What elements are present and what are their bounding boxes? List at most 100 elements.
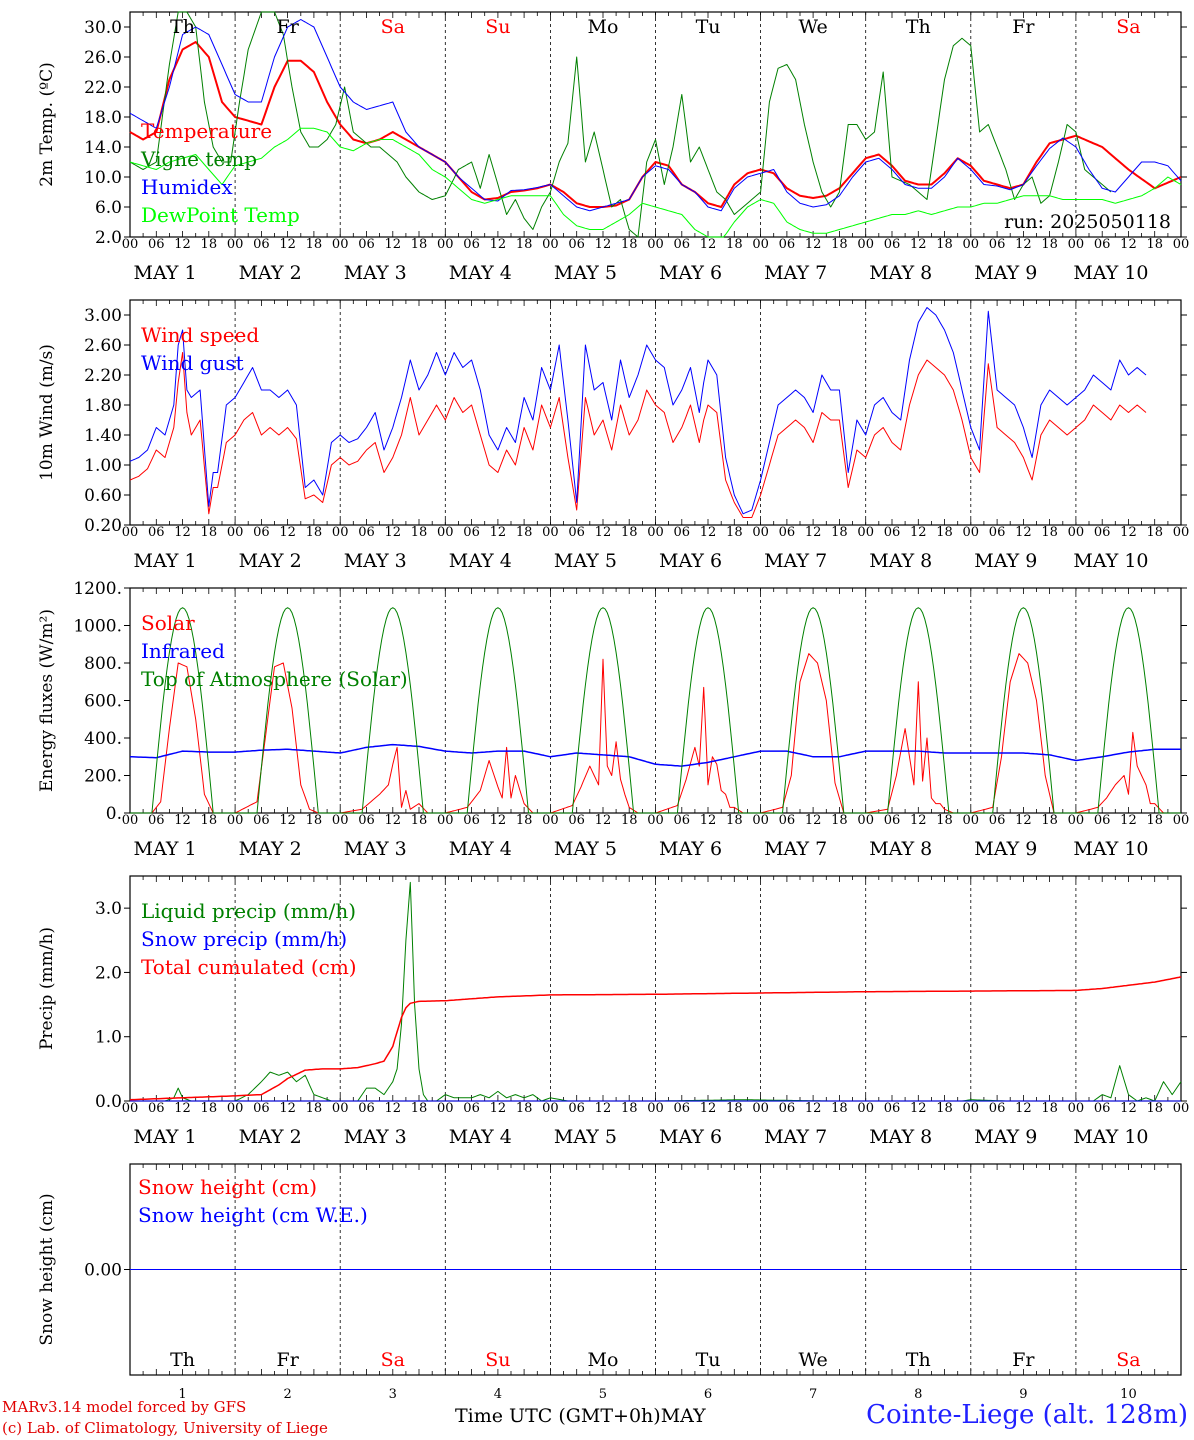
day-number-label: 1: [178, 1387, 186, 1402]
date-label: MAY 9: [974, 1126, 1037, 1148]
date-label: MAY 5: [554, 1126, 617, 1148]
hour-tick-label: 18: [936, 525, 953, 540]
hour-tick-label: 18: [306, 813, 323, 828]
day-number-label: 7: [809, 1387, 817, 1402]
legend-entry: Liquid precip (mm/h): [141, 899, 356, 923]
hour-tick-label: 00: [857, 1101, 874, 1116]
hour-tick-label: 12: [1120, 1101, 1137, 1116]
panel-snow: 0.00 Snow height (cm) Snow height (cm) Snow…: [37, 1163, 1187, 1376]
hour-tick-label: 12: [490, 237, 507, 252]
hour-tick-label: 12: [490, 525, 507, 540]
panel-wind: 0.20 0.60 1.00 1.40 1.80 2.20 2.60 3.00 10m Wind…: [37, 299, 1189, 572]
hour-tick-label: 00: [1068, 813, 1085, 828]
hour-tick-label: 00: [1068, 525, 1085, 540]
weekday-label: Th: [170, 1349, 195, 1371]
hour-tick-label: 18: [621, 813, 638, 828]
hour-tick-label: 00: [122, 1101, 139, 1116]
hour-tick-label: 06: [1094, 813, 1111, 828]
hour-tick-label: 12: [384, 237, 401, 252]
y-tick-label: 3.00: [84, 306, 122, 326]
hour-tick-label: 06: [568, 525, 585, 540]
hour-tick-label: 18: [516, 237, 533, 252]
y-tick-label: 18.0: [84, 108, 122, 128]
legend-entry: Temperature: [141, 119, 272, 143]
hour-tick-label: 12: [1015, 525, 1032, 540]
weekday-label: We: [799, 16, 828, 38]
date-label: MAY 5: [554, 550, 617, 572]
hour-tick-label: 06: [989, 525, 1006, 540]
date-label: MAY 7: [764, 1126, 827, 1148]
y-axis-label: Snow height (cm): [37, 1193, 57, 1345]
date-label: MAY 5: [554, 838, 617, 860]
hour-tick-label: 12: [279, 813, 296, 828]
hour-tick-label: 06: [568, 1101, 585, 1116]
hour-tick-label: 12: [279, 525, 296, 540]
hour-tick-label: 12: [700, 237, 717, 252]
legend-entry: Wind gust: [141, 351, 244, 375]
hour-tick-label: 00: [542, 237, 559, 252]
date-label: MAY 10: [1073, 262, 1148, 284]
hour-ticks: [129, 588, 1182, 813]
hour-tick-label: 12: [595, 813, 612, 828]
station-name: Cointe-Liege (alt. 128m): [866, 1400, 1188, 1430]
weekday-label: We: [799, 1349, 828, 1371]
hour-tick-label: 00: [963, 1101, 980, 1116]
y-axis-label: Precip (mm/h): [37, 927, 57, 1050]
hour-tick-label: 12: [490, 1101, 507, 1116]
hour-tick-label: 12: [279, 237, 296, 252]
hour-tick-label: 12: [384, 813, 401, 828]
hour-tick-label: 00: [647, 525, 664, 540]
date-label: MAY 7: [764, 262, 827, 284]
y-axis-label: 2m Temp. (ºC): [37, 62, 57, 187]
day-number-label: 6: [704, 1387, 712, 1402]
hour-tick-label: 06: [358, 237, 375, 252]
hour-tick-label: 12: [700, 525, 717, 540]
hour-tick-label: 06: [253, 525, 270, 540]
series-vigne-temp: [129, 11, 1112, 238]
weekday-label: Fr: [1012, 16, 1035, 38]
hour-tick-label: 18: [831, 1101, 848, 1116]
hour-tick-label: 00: [227, 1101, 244, 1116]
hour-tick-label: 18: [831, 237, 848, 252]
hour-tick-label: 18: [411, 813, 428, 828]
date-label: MAY 6: [659, 838, 722, 860]
hour-tick-label: 06: [884, 1101, 901, 1116]
hour-tick-label: 00: [1173, 237, 1190, 252]
date-label: MAY 4: [449, 550, 512, 572]
legend-entry: Infrared: [141, 639, 225, 663]
series-top-of-atmosphere-solar: [130, 607, 1181, 814]
hour-tick-label: 12: [384, 1101, 401, 1116]
hour-ticks: [129, 1164, 1182, 1375]
hour-tick-label: 18: [621, 1101, 638, 1116]
hour-tick-label: 06: [358, 525, 375, 540]
hour-tick-label: 18: [936, 237, 953, 252]
y-tick-label: 2.0: [95, 228, 122, 248]
hour-tick-label: 00: [647, 1101, 664, 1116]
weekday-label: Tu: [696, 1349, 721, 1371]
hour-tick-label: 12: [595, 237, 612, 252]
panel-energy: 0. 200. 400. 600. 800. 1000. 1200. Energy fluxe…: [37, 579, 1189, 860]
hour-tick-label: 18: [306, 525, 323, 540]
hour-tick-label: 12: [490, 813, 507, 828]
hour-tick-label: 06: [358, 813, 375, 828]
hour-tick-label: 18: [1041, 813, 1058, 828]
hour-tick-label: 18: [1041, 525, 1058, 540]
date-label: MAY 1: [133, 262, 196, 284]
hour-tick-label: 00: [332, 1101, 349, 1116]
weekday-label: Th: [170, 16, 195, 38]
model-credit: MARv3.14 model forced by GFS: [2, 1398, 247, 1416]
legend-entry: DewPoint Temp: [141, 203, 300, 227]
date-label: MAY 2: [239, 838, 302, 860]
hour-tick-label: 18: [831, 813, 848, 828]
y-tick-label: 200.: [84, 767, 122, 787]
y-tick-label: 600.: [84, 692, 122, 712]
legend-entry: Top of Atmosphere (Solar): [141, 667, 408, 691]
time-axis-label: Time UTC (GMT+0h): [455, 1405, 661, 1427]
hour-tick-label: 18: [936, 813, 953, 828]
hour-tick-label: 12: [805, 237, 822, 252]
hour-tick-label: 12: [1120, 525, 1137, 540]
hour-tick-label: 12: [1120, 813, 1137, 828]
hour-tick-label: 06: [674, 1101, 691, 1116]
weekday-label: Fr: [277, 1349, 300, 1371]
hour-tick-label: 00: [752, 525, 769, 540]
